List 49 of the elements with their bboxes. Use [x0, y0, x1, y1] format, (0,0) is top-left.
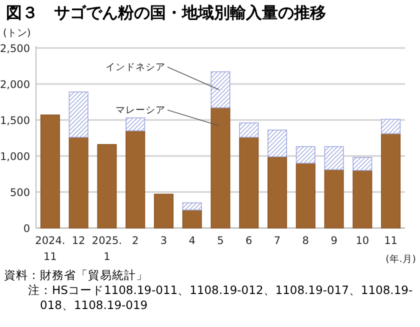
y-tick-label: 1,500	[0, 115, 30, 127]
x-tick-label: 6	[246, 235, 253, 247]
bar	[296, 162, 316, 228]
bar	[182, 202, 202, 210]
bar	[352, 157, 372, 171]
y-tick-label: 2,000	[0, 79, 30, 91]
y-axis-title: (トン)	[3, 28, 31, 39]
bar	[239, 122, 259, 138]
x-tick-label: 2025. 1	[92, 235, 122, 263]
x-tick-label: 7	[274, 235, 281, 247]
y-tick-label: 1,000	[0, 151, 30, 163]
x-tick-label: 2	[132, 235, 139, 247]
bar	[381, 133, 401, 228]
chart-title: 図３ サゴでん粉の国・地域別輸入量の推移	[6, 3, 326, 24]
bar	[324, 146, 344, 170]
bar	[68, 92, 88, 138]
x-tick-label: 2024. 11	[35, 235, 66, 263]
x-axis-title: (年.月)	[386, 253, 416, 265]
bar	[296, 146, 316, 164]
bar	[268, 130, 288, 158]
x-tick-label: 12	[72, 235, 86, 247]
bar	[182, 210, 202, 228]
bar	[97, 144, 117, 228]
x-tick-label: 10	[356, 235, 370, 247]
x-tick-label: 8	[302, 235, 309, 247]
bar	[381, 118, 401, 134]
y-tick-label: 0	[23, 223, 30, 235]
x-tick-label: 3	[160, 235, 168, 247]
bar	[268, 156, 288, 228]
bar	[210, 71, 230, 108]
bar	[352, 170, 372, 228]
text: 資料：財務省「貿易統計」	[4, 268, 149, 283]
bar	[68, 136, 88, 228]
text: インドネシア	[106, 62, 166, 73]
y-tick-label: 2,500	[0, 43, 30, 55]
x-tick-label: 4	[188, 235, 196, 247]
x-tick-label: 11	[384, 235, 398, 247]
bar	[40, 114, 60, 228]
x-tick-label: 9	[330, 235, 338, 247]
series-label: マレーシア	[116, 105, 166, 116]
bar	[239, 136, 259, 228]
bar	[210, 107, 230, 228]
bar	[154, 194, 174, 228]
text: 注：HSコード1108.19-011、1108.19-012、1108.19-017、1108.19-018、1108.19-019	[27, 283, 414, 313]
x-tick-label: 5	[217, 235, 224, 247]
bar	[126, 117, 146, 132]
bar	[324, 169, 344, 228]
bar	[126, 130, 146, 228]
y-tick-label: 500	[10, 187, 30, 199]
